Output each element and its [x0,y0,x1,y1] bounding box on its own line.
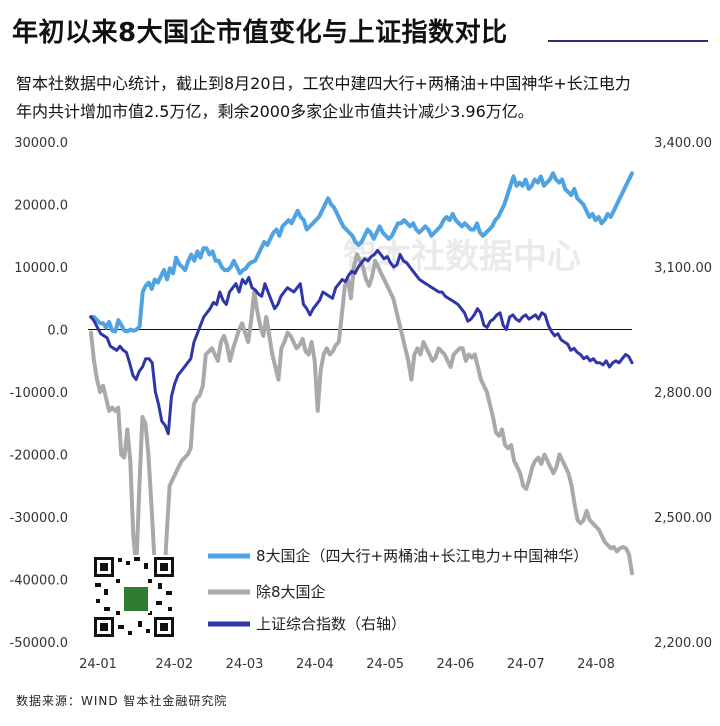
left-axis-tick-label: -10000.0 [10,386,68,401]
x-axis-tick-label: 24-03 [226,657,264,672]
right-axis-tick-label: 2,500.00 [654,511,712,526]
data-source: 数据来源：WIND 智本社金融研究院 [16,694,228,708]
x-axis-tick-label: 24-04 [296,657,334,672]
left-axis-tick-label: 30000.0 [14,136,68,151]
legend-label-0: 8大国企（四大行+两桶油+长江电力+中国神华） [256,547,588,565]
left-axis-tick-label: 10000.0 [14,261,68,276]
x-axis-tick-label: 24-07 [507,657,545,672]
axes-group: 30000.0 20000.0 10000.0 0.0 -10000.0 -20000.0… [10,136,712,672]
left-axis-tick-label: 0.0 [47,324,68,339]
chart-title: 年初以来8大国企市值变化与上证指数对比 [12,18,508,48]
x-axis-tick-label: 24-05 [366,657,404,672]
qr-logo [122,585,150,613]
x-axis-tick-label: 24-01 [79,657,117,672]
series-lines [89,171,634,613]
title-rule [548,40,708,42]
left-axis-tick-label: -30000.0 [10,511,68,526]
chart-subtitle: 智本社数据中心统计，截止到8月20日，工农中建四大行+两桶油+中国神华+长江电力… [16,70,712,126]
subtitle-line-2: 年内共计增加市值2.5万亿，剩余2000多家企业市值共计减少3.96万亿。 [16,102,534,121]
left-axis-tick-label: -40000.0 [10,574,68,589]
x-axis-tick-label: 24-06 [437,657,475,672]
subtitle-line-1: 智本社数据中心统计，截止到8月20日，工农中建四大行+两桶油+中国神华+长江电力 [16,74,631,93]
legend-label-2: 上证综合指数（右轴） [256,615,406,633]
series-line-2 [89,248,634,436]
left-axis-tick-label: -50000.0 [10,636,68,651]
series-line-0 [89,171,634,334]
right-axis-tick-label: 3,400.00 [654,136,712,151]
legend-label-1: 除8大国企 [256,583,326,601]
right-axis-tick-label: 2,800.00 [654,386,712,401]
right-axis-tick-label: 2,200.00 [654,636,712,651]
left-axis-tick-label: 20000.0 [14,199,68,214]
x-axis-tick-label: 24-02 [155,657,193,672]
qr-code [92,555,176,639]
title-bar: 年初以来8大国企市值变化与上证指数对比 [12,12,708,49]
right-axis-tick-label: 3,100.00 [654,261,712,276]
x-axis-tick-label: 24-08 [577,657,615,672]
left-axis-tick-label: -20000.0 [10,449,68,464]
